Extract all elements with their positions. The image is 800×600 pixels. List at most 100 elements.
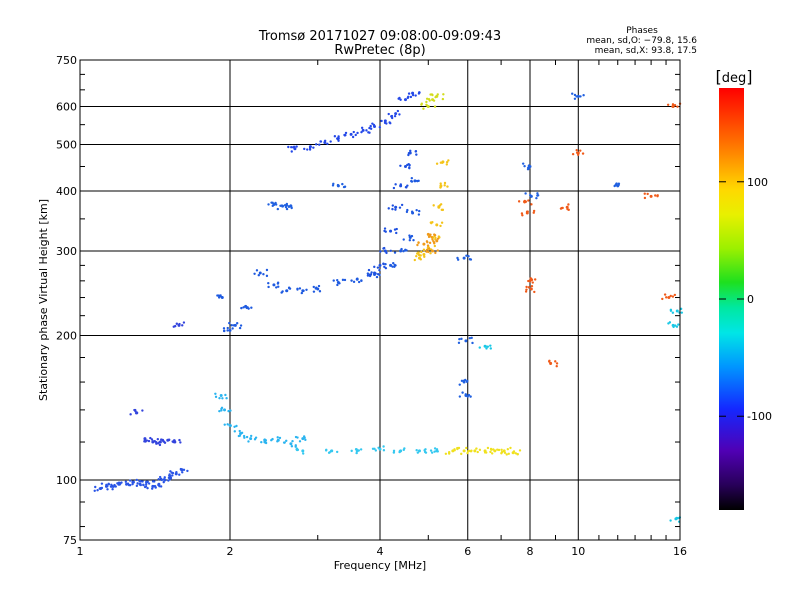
x-tick-label: 10 bbox=[571, 545, 585, 558]
data-point bbox=[408, 166, 411, 170]
phases-x-stat: mean, sd,X: 93.8, 17.5 bbox=[595, 46, 697, 56]
y-tick-label: 400 bbox=[56, 185, 77, 198]
data-point bbox=[417, 213, 421, 216]
data-point bbox=[575, 95, 578, 98]
data-point bbox=[432, 99, 436, 102]
data-point bbox=[440, 208, 443, 212]
data-point bbox=[408, 235, 412, 239]
data-point bbox=[484, 345, 487, 348]
data-point bbox=[111, 487, 114, 491]
data-point bbox=[466, 451, 469, 455]
data-point bbox=[337, 135, 340, 138]
data-point bbox=[506, 447, 510, 451]
data-point bbox=[181, 324, 184, 327]
data-point bbox=[425, 250, 428, 253]
data-point bbox=[654, 194, 657, 197]
data-point bbox=[475, 447, 478, 450]
data-point bbox=[458, 395, 462, 398]
data-point bbox=[222, 327, 226, 330]
data-point bbox=[675, 325, 679, 328]
data-point bbox=[312, 285, 315, 289]
data-point bbox=[112, 485, 115, 488]
data-point bbox=[671, 103, 675, 106]
data-point bbox=[384, 266, 388, 270]
data-point bbox=[422, 248, 426, 252]
data-point bbox=[329, 140, 332, 143]
data-point bbox=[433, 447, 437, 450]
data-point bbox=[523, 164, 526, 168]
data-point bbox=[486, 446, 490, 450]
data-point bbox=[109, 485, 113, 488]
data-point bbox=[278, 436, 282, 440]
data-point bbox=[145, 439, 149, 442]
data-point bbox=[416, 179, 419, 183]
data-point bbox=[178, 438, 181, 442]
data-point bbox=[167, 438, 171, 442]
data-point bbox=[257, 274, 260, 277]
y-tick-label: 750 bbox=[56, 54, 77, 67]
data-point bbox=[106, 488, 109, 491]
data-point bbox=[446, 185, 449, 188]
data-point bbox=[264, 441, 268, 445]
data-point bbox=[324, 449, 328, 452]
data-point bbox=[416, 451, 420, 454]
data-point bbox=[158, 485, 161, 488]
data-point bbox=[373, 265, 376, 269]
data-point bbox=[445, 163, 449, 166]
data-point bbox=[677, 323, 680, 326]
data-point bbox=[665, 296, 668, 299]
data-point bbox=[561, 206, 564, 210]
x-tick-label: 4 bbox=[377, 545, 384, 558]
data-point bbox=[429, 449, 433, 452]
data-point bbox=[250, 306, 253, 309]
data-point bbox=[667, 322, 670, 325]
data-point bbox=[238, 326, 242, 330]
data-point bbox=[114, 485, 117, 488]
data-point bbox=[162, 478, 165, 481]
data-point bbox=[533, 278, 537, 281]
data-point bbox=[458, 383, 461, 386]
data-point bbox=[336, 138, 340, 141]
data-point bbox=[312, 290, 316, 293]
data-point bbox=[357, 280, 361, 284]
data-point bbox=[359, 448, 363, 451]
data-point bbox=[402, 238, 405, 241]
y-tick-label: 75 bbox=[63, 534, 77, 547]
data-point bbox=[393, 263, 396, 267]
data-point bbox=[139, 483, 142, 487]
data-point bbox=[255, 269, 259, 272]
data-point bbox=[285, 207, 289, 211]
data-point bbox=[581, 152, 585, 155]
data-point bbox=[439, 224, 442, 228]
data-point bbox=[414, 179, 417, 182]
data-point bbox=[226, 329, 229, 332]
data-point bbox=[535, 196, 538, 200]
data-point bbox=[98, 487, 102, 490]
data-point bbox=[465, 446, 468, 450]
colorbar-label: [deg] bbox=[715, 67, 752, 86]
data-point bbox=[352, 130, 355, 134]
data-point bbox=[573, 93, 577, 97]
data-point bbox=[240, 306, 243, 310]
data-point bbox=[439, 161, 443, 164]
data-point bbox=[383, 227, 387, 230]
data-point bbox=[441, 97, 445, 101]
data-point bbox=[371, 447, 375, 450]
data-point bbox=[287, 145, 290, 149]
data-point bbox=[180, 468, 184, 471]
data-point bbox=[470, 336, 473, 340]
data-point bbox=[156, 437, 160, 441]
data-point bbox=[433, 105, 437, 108]
data-point bbox=[489, 347, 492, 350]
data-point bbox=[312, 146, 315, 149]
data-point bbox=[524, 192, 527, 195]
data-point bbox=[466, 379, 469, 383]
data-point bbox=[356, 277, 359, 280]
data-point bbox=[395, 227, 398, 231]
data-point bbox=[395, 231, 398, 235]
axis-ticks: 1 2 4 6 8 10 16 75 100 200 300 400 500 600 750 bbox=[56, 54, 687, 558]
colorbar-tick-label: 100 bbox=[747, 176, 768, 189]
x-tick-label: 6 bbox=[464, 545, 471, 558]
data-point bbox=[406, 184, 409, 187]
data-point bbox=[236, 322, 239, 325]
